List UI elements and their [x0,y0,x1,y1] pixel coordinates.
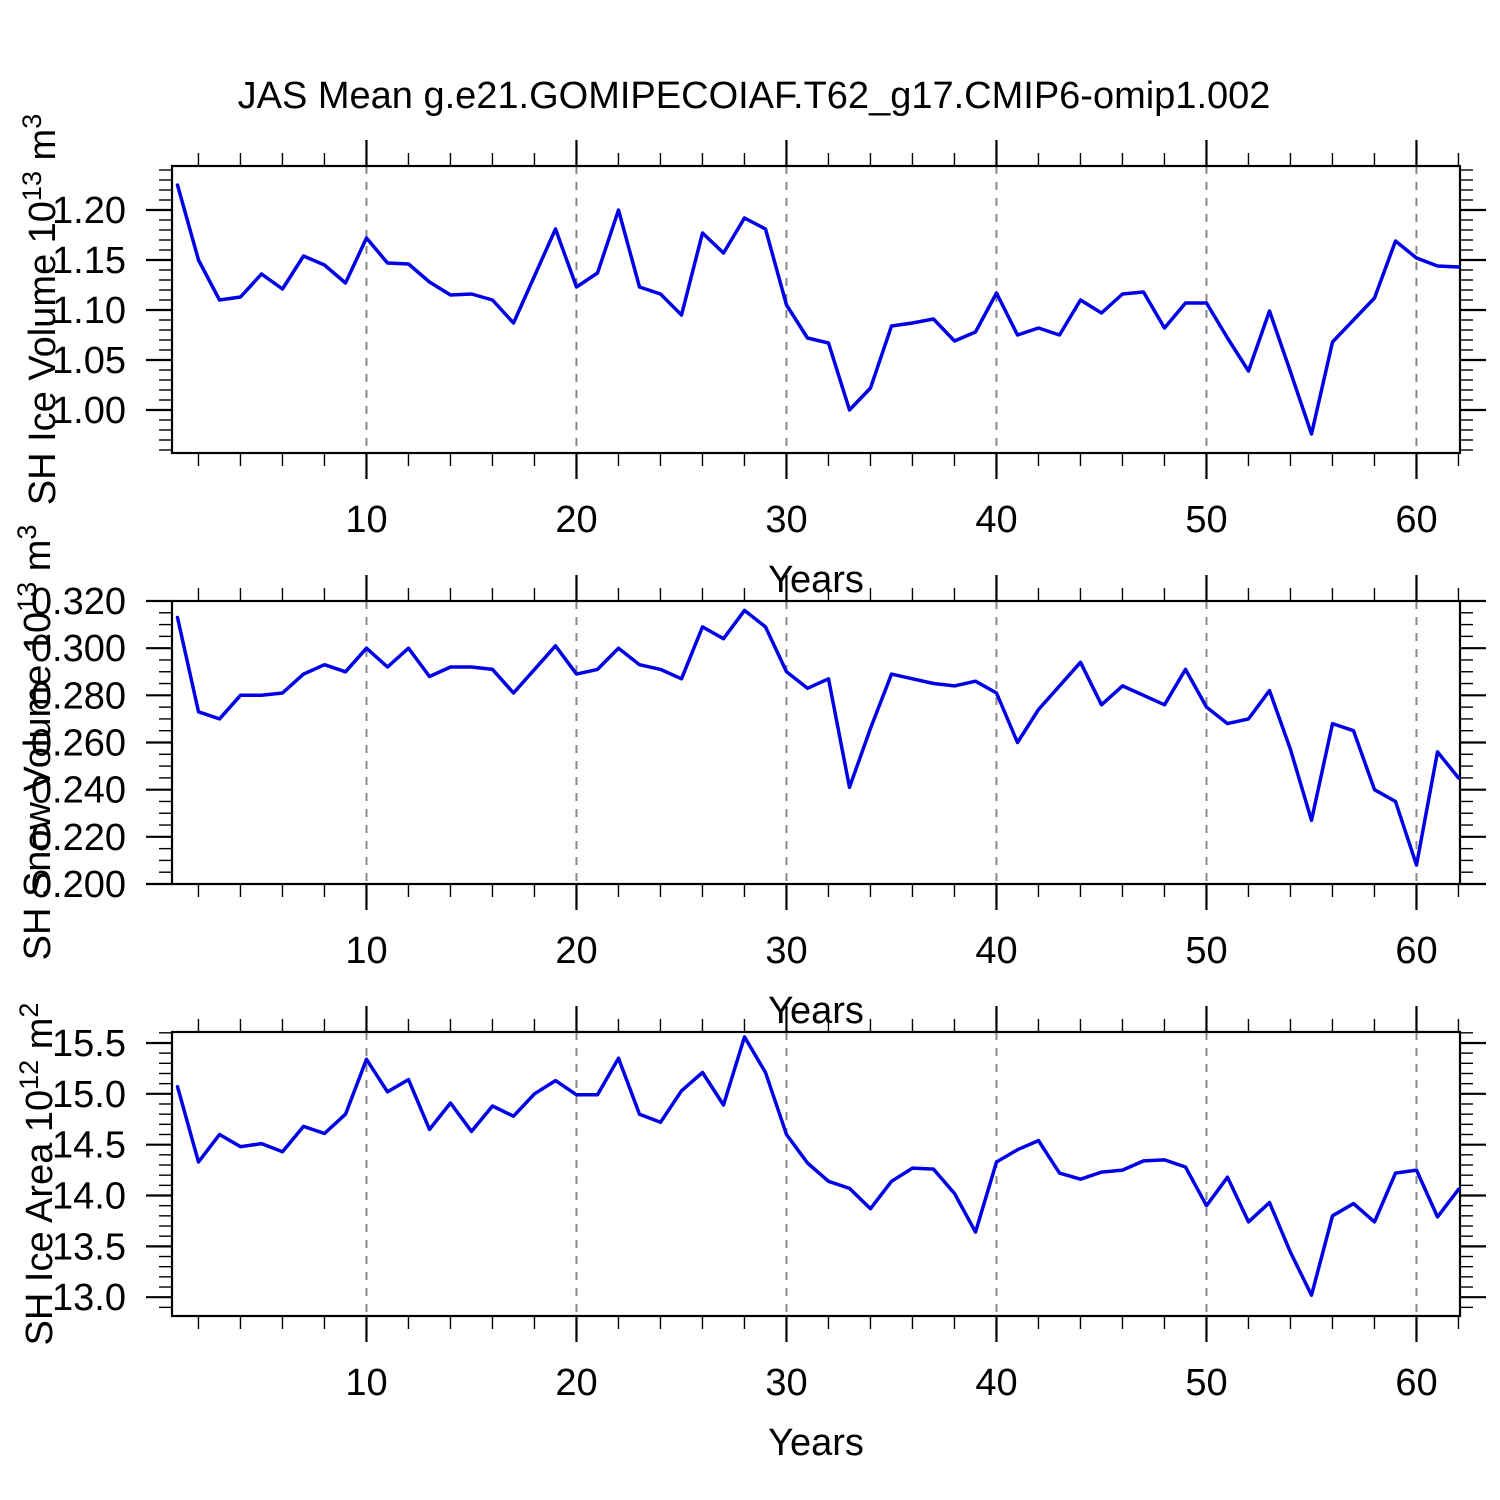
y-tick-label: 0.260 [31,723,126,765]
panel-plot-area: 13.0 13.5 14.0 14.5 15.0 15.5 10 20 30 40 50 60 [52,1006,1486,1404]
x-axis-label-years-1: Years [768,990,864,1032]
chart-title: JAS Mean g.e21.GOMIPECOIAF.T62_g17.CMIP6… [238,75,1271,117]
y-tick-label: 13.0 [52,1277,126,1319]
x-tick-label: 50 [1185,499,1227,541]
panel-plot-area: 0.200 0.220 0.240 0.260 0.280 0.300 0.320 10 20 3… [31,575,1486,972]
x-tick-label: 10 [345,499,387,541]
y-tick-label: 0.240 [31,770,126,812]
x-tick-label: 40 [975,499,1017,541]
y-axis-label-ice-area: SH Ice Area 1012 m2 [14,1003,61,1346]
y-tick-label: 0.300 [31,628,126,670]
y-tick-label: 1.15 [52,240,126,282]
y-tick-label: 14.0 [52,1176,126,1218]
y-tick-label: 0.200 [31,864,126,906]
x-tick-label: 30 [765,930,807,972]
series-line-sh-ice-volume [175,183,1461,436]
panel-border [170,1030,1462,1318]
y-tick-label: 0.320 [31,581,126,623]
series-line-sh-snow-volume [175,608,1461,867]
x-tick-label: 60 [1395,930,1437,972]
y-axis-label-snow-volume: SH Snow Volume 1013 m3 [12,525,59,961]
x-tick-label: 20 [555,1362,597,1404]
x-tick-label: 30 [765,499,807,541]
x-tick-label: 50 [1185,1362,1227,1404]
panel-sh-ice-area: 13.0 13.5 14.0 14.5 15.0 15.5 10 20 30 40 50 60 SH … [14,1003,1486,1464]
panel-border [170,164,1462,455]
x-tick-label: 40 [975,930,1017,972]
y-tick-label: 1.20 [52,190,126,232]
y-tick-label: 1.10 [52,290,126,332]
panel-border [170,599,1462,886]
x-tick-label: 20 [555,930,597,972]
y-tick-label: 15.0 [52,1074,126,1116]
y-tick-label: 0.280 [31,675,126,717]
panel-sh-ice-volume: 1.00 1.05 1.10 1.15 1.20 10 20 30 40 50 60 SH Ice … [17,114,1486,601]
x-tick-label: 60 [1395,1362,1437,1404]
panel-plot-area: 1.00 1.05 1.10 1.15 1.20 10 20 30 40 50 60 [52,140,1486,541]
y-tick-label: 1.05 [52,340,126,382]
y-axis-label-ice-volume: SH Ice Volume 1013 m3 [17,114,64,505]
x-tick-label: 60 [1395,499,1437,541]
y-tick-label: 0.220 [31,817,126,859]
x-tick-label: 20 [555,499,597,541]
series-line-sh-ice-area [175,1035,1461,1297]
y-tick-label: 1.00 [52,390,126,432]
y-tick-label: 13.5 [52,1226,126,1268]
y-tick-label: 15.5 [52,1023,126,1065]
x-tick-label: 50 [1185,930,1227,972]
x-tick-label: 30 [765,1362,807,1404]
x-axis-label-years-0: Years [768,559,864,601]
x-tick-label: 10 [345,930,387,972]
x-tick-label: 10 [345,1362,387,1404]
panel-sh-snow-volume: 0.200 0.220 0.240 0.260 0.280 0.300 0.320 10 20 3… [12,525,1486,1032]
x-axis-label-years-2: Years [768,1422,864,1464]
x-tick-label: 40 [975,1362,1017,1404]
y-tick-label: 14.5 [52,1125,126,1167]
